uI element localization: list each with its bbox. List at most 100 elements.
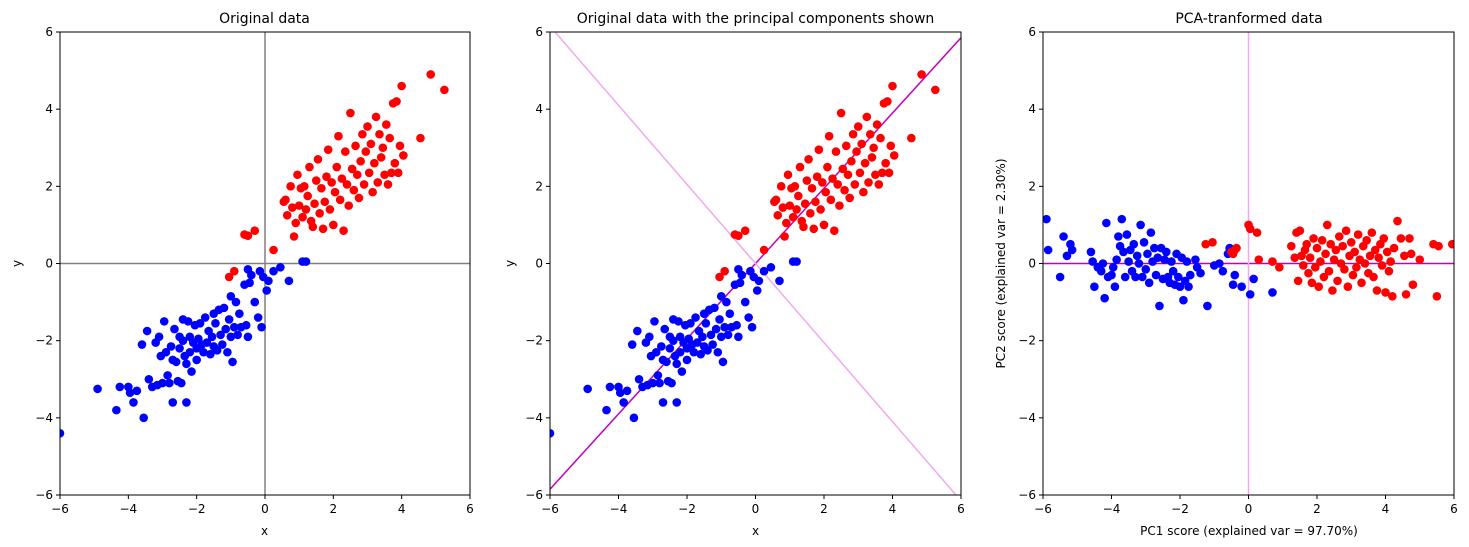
scatter-point [819,220,829,230]
scatter-point [224,272,234,282]
scatter-point [206,349,215,359]
scatter-point [340,147,350,156]
scatter-point [1305,253,1315,263]
scatter-point [771,195,781,205]
y-tick-label: 6 [1028,25,1036,39]
scatter-point [159,317,169,326]
x-tick-label: 2 [1313,502,1321,516]
scatter-point [250,297,260,307]
scatter-point [833,180,842,189]
scatter-point [224,315,234,324]
scatter-point [1367,228,1377,237]
y-tick-label: 0 [1028,257,1036,271]
scatter-point [1316,257,1325,266]
scatter-point [1365,251,1375,261]
y-tick-label: 2 [535,179,543,193]
scatter-point [806,209,815,218]
scatter-point [241,320,251,330]
scatter-point [1317,236,1327,245]
scatter-point [344,201,354,210]
scatter-point [393,168,403,178]
scatter-point [622,386,632,396]
scatter-point [657,342,666,351]
scatter-point [337,174,347,183]
scatter-point [754,276,764,286]
scatter-point [917,70,926,79]
x-axis-label: x [261,524,268,538]
scatter-point [651,347,661,357]
scatter-point [247,270,256,280]
scatter-point [1346,237,1356,247]
scatter-point [865,129,875,139]
scatter-point [1377,261,1387,270]
y-tick-label: −6 [35,488,53,502]
scatter-point [691,313,700,322]
plot-frame [1042,31,1455,496]
scatter-point [293,170,302,180]
scatter-point [860,158,870,168]
x-tick-label: −4 [119,502,137,516]
y-tick-label: −2 [35,334,53,348]
scatter-point [223,347,232,357]
scatter-point [332,162,342,172]
x-tick-label: −2 [1171,502,1189,516]
scatter-point [1179,295,1188,305]
scatter-point [619,398,628,407]
scatter-point [605,382,615,392]
scatter-point [284,276,294,286]
red-series [1201,216,1454,301]
scatter-point [325,205,335,214]
scatter-point [615,388,625,398]
y-tick-label: −4 [525,411,543,425]
scatter-point [1372,286,1382,295]
scatter-point [269,245,278,255]
scatter-point [1132,251,1142,261]
scatter-point [166,342,176,351]
scatter-point [229,322,239,332]
scatter-point [658,398,668,407]
scatter-point [219,303,229,313]
scatter-point [171,357,181,367]
scatter-point [1119,247,1128,257]
scatter-point [776,182,786,191]
scatter-point [397,81,406,91]
scatter-point [884,168,894,178]
scatter-point [1307,278,1317,288]
scatter-point [734,332,743,342]
scatter-point [931,85,940,95]
scatter-point [1401,290,1411,299]
y-tick-label: −4 [1018,411,1036,425]
scatter-point [257,322,266,332]
scatter-point [1447,239,1454,249]
scatter-point [672,398,682,407]
scatter-point [1059,232,1068,241]
scatter-point [1326,239,1335,249]
scatter-point [170,324,179,334]
panel-title: Original data with the principal compone… [577,11,935,27]
scatter-point [329,220,338,230]
scatter-point [655,378,664,388]
x-tick-label: 6 [466,502,474,516]
scatter-point [195,319,205,328]
scatter-point [1245,290,1255,299]
scatter-point [322,172,331,181]
scatter-point [276,263,285,272]
scatter-point [308,222,318,232]
panel-principal-components: Original data with the principal compone… [503,11,965,538]
scatter-point [660,324,670,334]
scatter-point [282,210,292,220]
scatter-point [1352,263,1361,272]
scatter-point [828,174,837,183]
scatter-point [785,201,795,210]
scatter-point [840,185,849,195]
scatter-point [1321,249,1330,259]
red-series [224,70,449,282]
scatter-point [1360,259,1370,268]
scatter-point [1374,253,1383,263]
scatter-point [804,155,813,164]
scatter-point [677,367,687,376]
scatter-point [228,357,237,367]
scatter-point [706,330,716,340]
scatter-point [778,203,788,212]
scatter-point [144,374,154,384]
